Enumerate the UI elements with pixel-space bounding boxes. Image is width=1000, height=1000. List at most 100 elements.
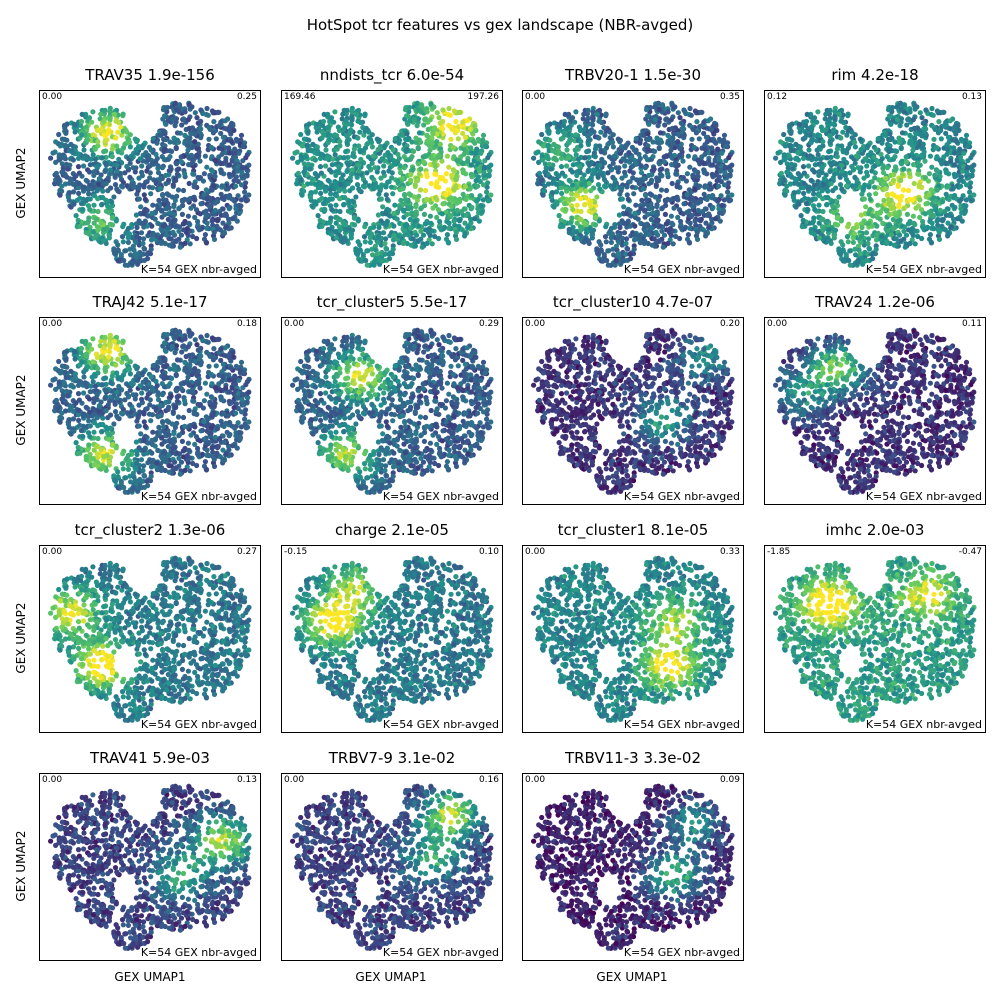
scatter-point xyxy=(553,181,559,187)
scatter-point xyxy=(577,228,584,234)
scatter-point xyxy=(243,198,249,204)
scatter-point xyxy=(816,220,822,226)
scatter-point xyxy=(603,224,609,230)
scatter-point xyxy=(333,184,339,190)
scatter-point xyxy=(620,258,626,264)
scatter-point xyxy=(209,108,215,114)
scatter-point xyxy=(852,246,858,252)
scatter-point xyxy=(624,211,630,217)
scatter-point xyxy=(60,165,66,171)
scatter-point xyxy=(402,192,408,198)
scatter-point xyxy=(436,115,442,121)
scatter-point xyxy=(319,195,325,201)
scatter-point xyxy=(230,123,236,129)
scatter-point xyxy=(476,168,483,174)
scatter-point xyxy=(910,147,916,153)
scatter-point xyxy=(70,189,77,195)
scatter-point xyxy=(939,199,946,205)
scatter-point xyxy=(675,197,681,203)
scatter-point xyxy=(189,104,195,110)
scatter-point xyxy=(222,118,228,124)
scatter-point xyxy=(150,160,156,166)
scatter-point xyxy=(198,201,204,207)
scatter-point xyxy=(190,171,196,177)
scatter-point xyxy=(621,230,628,236)
scatter-point xyxy=(687,225,693,231)
scatter-point xyxy=(236,202,242,209)
scatter-point xyxy=(91,235,97,241)
scatter-point xyxy=(159,165,165,171)
scatter-point xyxy=(607,163,613,170)
scatter-point xyxy=(412,218,418,224)
scatter-point xyxy=(87,196,93,202)
scatter-point xyxy=(592,154,598,160)
scatter-point xyxy=(242,189,248,195)
scatter-point xyxy=(445,240,452,246)
scatter-point xyxy=(800,185,806,191)
scatter-point xyxy=(332,109,338,115)
scatter-point xyxy=(113,118,119,124)
scatter-point xyxy=(830,198,836,204)
scatter-point xyxy=(79,111,85,117)
scatter-point xyxy=(586,161,592,167)
scatter-point xyxy=(451,168,458,174)
scatter-point xyxy=(903,159,910,165)
scatter-point xyxy=(701,160,707,167)
scatter-point xyxy=(238,197,244,203)
scatter-point xyxy=(542,169,548,175)
scatter-point xyxy=(861,175,867,181)
scatter-point xyxy=(467,186,473,192)
scatter-point xyxy=(53,139,59,145)
scatter-point xyxy=(212,173,218,179)
scatter-point xyxy=(395,178,401,185)
scatter-point xyxy=(327,187,333,193)
scatter-point xyxy=(328,191,334,197)
scatter-point xyxy=(356,186,362,192)
scatter-point xyxy=(141,220,147,226)
scatter-point xyxy=(83,124,89,130)
scatter-point xyxy=(778,139,784,145)
scatter-point xyxy=(821,176,827,182)
scatter-point xyxy=(897,197,903,203)
scatter-point xyxy=(467,126,473,132)
scatter-point xyxy=(721,132,728,138)
scatter-point xyxy=(619,175,625,181)
scatter-point xyxy=(711,138,717,144)
figure-title: HotSpot tcr features vs gex landscape (N… xyxy=(306,16,694,34)
scatter-point xyxy=(383,192,389,198)
scatter-point xyxy=(560,195,566,201)
scatter-point xyxy=(65,166,71,172)
scatter-point xyxy=(349,167,355,173)
scatter-point xyxy=(584,227,590,233)
scatter-point xyxy=(173,161,180,167)
scatter-point xyxy=(815,109,821,115)
scatter-point xyxy=(77,195,83,201)
scatter-point xyxy=(957,154,964,160)
color-max-label: 197.26 xyxy=(467,92,500,102)
scatter-point xyxy=(381,143,387,149)
scatter-point xyxy=(340,127,346,133)
scatter-point xyxy=(439,158,445,164)
panel-title: TRAV35 1.9e-156 xyxy=(85,66,215,84)
scatter-point xyxy=(657,193,663,199)
scatter-point xyxy=(434,131,440,137)
scatter-point xyxy=(380,204,386,210)
scatter-point xyxy=(404,146,410,152)
scatter-point xyxy=(579,176,585,182)
scatter-point xyxy=(559,170,565,176)
scatter-point xyxy=(413,135,419,141)
scatter-point xyxy=(136,196,142,202)
scatter-point xyxy=(370,153,376,159)
scatter-point xyxy=(77,223,83,229)
scatter-point xyxy=(462,230,468,237)
scatter-point xyxy=(172,123,178,129)
scatter-point xyxy=(474,198,480,204)
scatter-point xyxy=(445,187,451,193)
scatter-point xyxy=(700,227,706,233)
scatter-point xyxy=(144,179,150,185)
scatter-point xyxy=(718,193,724,199)
scatter-point xyxy=(616,239,622,245)
scatter-point xyxy=(119,234,126,240)
scatter-point xyxy=(869,179,875,185)
scatter-point xyxy=(318,180,324,186)
